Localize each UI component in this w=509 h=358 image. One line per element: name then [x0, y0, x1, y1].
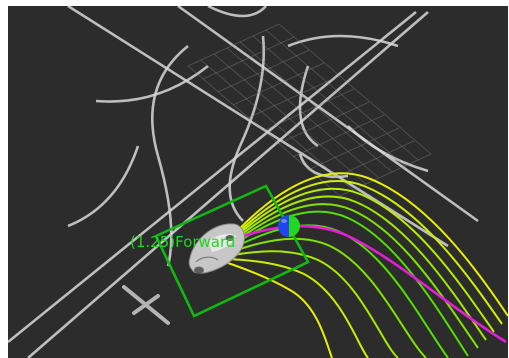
candidate-path — [212, 180, 503, 325]
trajectory-label: (1.25)Forward — [130, 233, 236, 251]
vehicle-footprint-box — [154, 184, 310, 318]
candidate-path — [212, 172, 508, 317]
goal-sphere-icon[interactable] — [278, 215, 300, 237]
candidate-path — [212, 250, 399, 358]
candidate-path — [212, 257, 333, 358]
selected-trajectory — [229, 224, 507, 344]
car-icon[interactable] — [188, 223, 245, 274]
scene-canvas[interactable] — [8, 6, 508, 358]
candidate-path — [212, 257, 369, 358]
scale-bar — [122, 285, 170, 325]
candidate-path — [212, 195, 487, 341]
candidate-trajectories — [212, 172, 508, 358]
candidate-path — [212, 187, 495, 333]
3d-viewport[interactable]: (1.25)Forward — [8, 6, 508, 358]
road-lanes — [8, 6, 479, 358]
ground-grid — [187, 23, 432, 197]
candidate-path — [212, 237, 427, 358]
